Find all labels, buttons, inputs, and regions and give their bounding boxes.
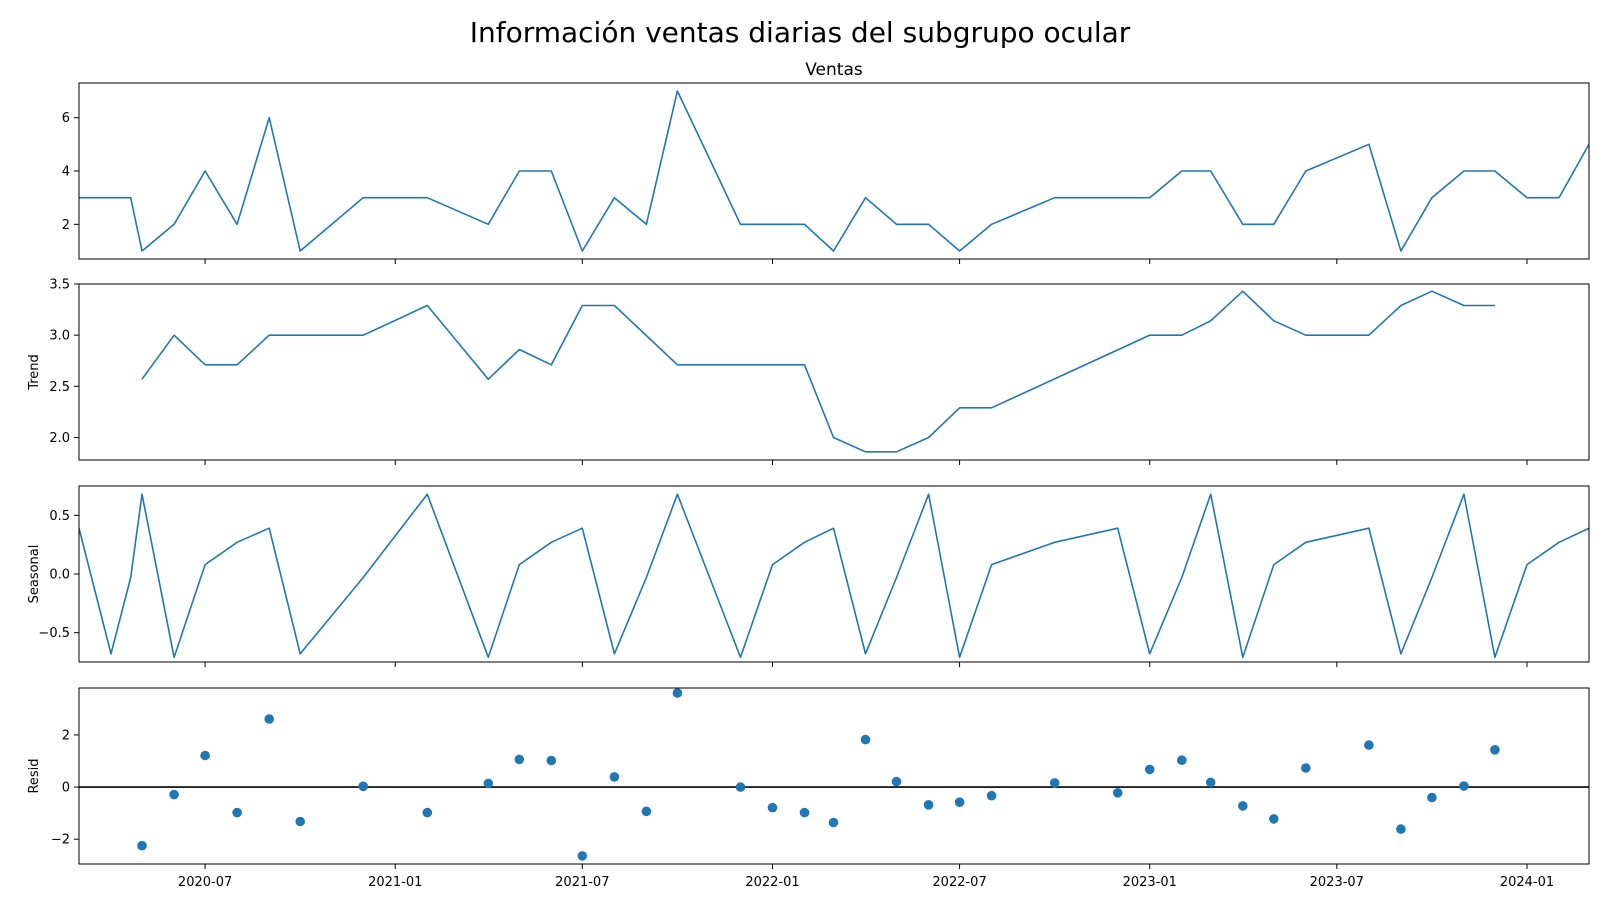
resid-point: [1269, 814, 1279, 824]
resid-point: [1177, 755, 1187, 765]
resid-point: [1490, 745, 1500, 755]
resid-point: [546, 755, 557, 766]
resid-point: [954, 797, 965, 807]
y-tick-label: 3.0: [49, 329, 70, 344]
resid-point: [1112, 788, 1123, 798]
panel-ventas: Ventas 2 4 6: [62, 60, 1590, 264]
resid-point: [923, 800, 934, 810]
y-tick-label: 0.0: [49, 568, 70, 583]
resid-point: [828, 817, 839, 828]
y-tick-label: −2: [51, 833, 70, 848]
resid-point: [767, 802, 778, 813]
resid-point: [295, 816, 306, 827]
resid-point: [483, 778, 494, 789]
y-tick-label: 4: [62, 165, 70, 180]
axes-frame: [78, 687, 1590, 865]
y-tick-label: 3.5: [49, 278, 70, 293]
series-line-seasonal: [79, 493, 1589, 659]
resid-point: [1396, 824, 1406, 834]
x-tick-label: 2023-07: [1310, 875, 1364, 890]
y-axis-label: Trend: [27, 354, 42, 391]
panel-title: Ventas: [805, 60, 863, 80]
resid-point: [799, 807, 810, 818]
x-tick-label: 2021-01: [368, 875, 422, 890]
panel-trend: Trend 2.0 2.5 3.0 3.5: [27, 278, 1590, 465]
y-tick-label: 0: [62, 781, 70, 796]
resid-point: [641, 806, 652, 817]
y-tick-label: 2.0: [49, 431, 70, 446]
panel-seasonal: Seasonal −0.5 0.0 0.5: [27, 485, 1590, 667]
resid-point: [672, 688, 683, 698]
resid-point: [232, 807, 242, 818]
resid-point: [735, 782, 746, 792]
resid-point: [1049, 778, 1060, 788]
resid-point: [169, 789, 179, 800]
resid-point: [577, 851, 588, 861]
x-tick-label: 2023-01: [1123, 875, 1177, 890]
resid-point: [1459, 781, 1469, 791]
resid-point: [1205, 777, 1216, 788]
axes-frame: [78, 82, 1590, 260]
panel-resid: Resid −2 0 2 2020-07 2021-01 2021-07 2022-01 202…: [27, 687, 1590, 890]
x-tick-label: 2021-07: [555, 875, 609, 890]
y-tick-label: 2: [62, 728, 70, 743]
resid-point: [1301, 763, 1311, 773]
resid-point: [986, 790, 997, 801]
y-tick-label: 0.5: [49, 509, 70, 524]
figure-title: Información ventas diarias del subgrupo …: [470, 16, 1131, 49]
resid-point: [514, 754, 525, 765]
resid-point: [137, 840, 147, 851]
series-line-ventas: [79, 90, 1589, 252]
y-tick-label: 6: [62, 111, 70, 126]
x-tick-label: 2024-01: [1500, 875, 1554, 890]
resid-point: [1144, 764, 1155, 775]
resid-point: [1364, 740, 1374, 750]
resid-point: [358, 781, 369, 792]
panels: Ventas 2 4 6 Trend 2.0 2.5 3.0 3.5 Seasonal −0.5 0.…: [27, 60, 1590, 890]
y-tick-label: 2.5: [49, 380, 70, 395]
axes-frame: [78, 485, 1590, 663]
axes-frame: [78, 283, 1590, 461]
y-tick-label: −0.5: [38, 626, 70, 641]
resid-point: [1238, 801, 1248, 811]
x-tick-label: 2022-01: [745, 875, 799, 890]
resid-point: [200, 750, 210, 761]
resid-point: [891, 776, 902, 787]
x-tick-label: 2020-07: [178, 875, 232, 890]
resid-point: [609, 772, 620, 782]
y-tick-label: 2: [62, 218, 70, 233]
resid-point: [264, 714, 275, 724]
series-line-trend: [141, 290, 1495, 453]
resid-point: [1427, 792, 1437, 803]
resid-point: [860, 734, 871, 745]
resid-point: [422, 807, 433, 818]
y-axis-label: Seasonal: [27, 545, 42, 604]
x-tick-label: 2022-07: [932, 875, 986, 890]
y-axis-label: Resid: [27, 758, 42, 793]
